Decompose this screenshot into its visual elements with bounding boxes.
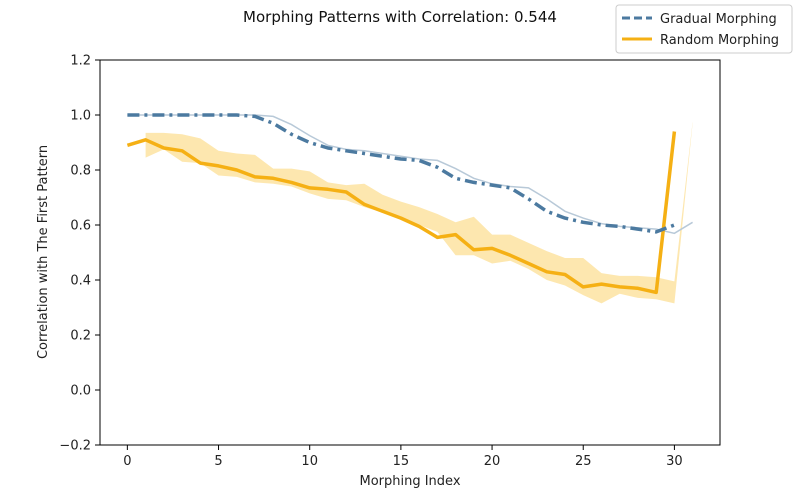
x-tick-label: 0 [123,454,131,469]
legend-label-random: Random Morphing [660,33,779,48]
series-line-1 [126,131,677,295]
y-axis-ticks: −0.2 0.0 0.2 0.4 0.6 0.8 1.0 1.2 [59,54,100,454]
plot-frame [99,59,721,446]
legend-label-gradual: Gradual Morphing [660,12,777,27]
y-axis-label: Correlation with The First Pattern [36,145,51,359]
x-tick-label: 20 [484,454,501,469]
chart-title: Morphing Patterns with Correlation: 0.54… [243,8,557,26]
x-axis-label: Morphing Index [359,474,460,489]
x-axis-ticks: 0 5 10 15 20 25 30 [123,445,683,469]
x-tick-label: 15 [393,454,410,469]
x-tick-label: 25 [575,454,592,469]
series-lines [126,113,693,295]
x-tick-label: 5 [214,454,222,469]
y-tick-label: 1.2 [70,54,91,69]
y-tick-label: 0.8 [70,164,91,179]
legend-box [615,4,793,54]
y-tick-label: 0.4 [70,274,91,289]
legend: Gradual Morphing Random Morphing [615,4,793,54]
confidence-bands [145,121,693,304]
y-tick-label: −0.2 [59,439,91,454]
y-tick-label: 0.0 [70,384,91,399]
band-area-0 [145,121,693,304]
x-tick-label: 10 [301,454,318,469]
y-tick-label: 0.2 [70,329,91,344]
series-line-0 [127,113,676,234]
y-tick-label: 0.6 [70,219,91,234]
x-tick-label: 30 [666,454,683,469]
y-tick-label: 1.0 [70,109,91,124]
